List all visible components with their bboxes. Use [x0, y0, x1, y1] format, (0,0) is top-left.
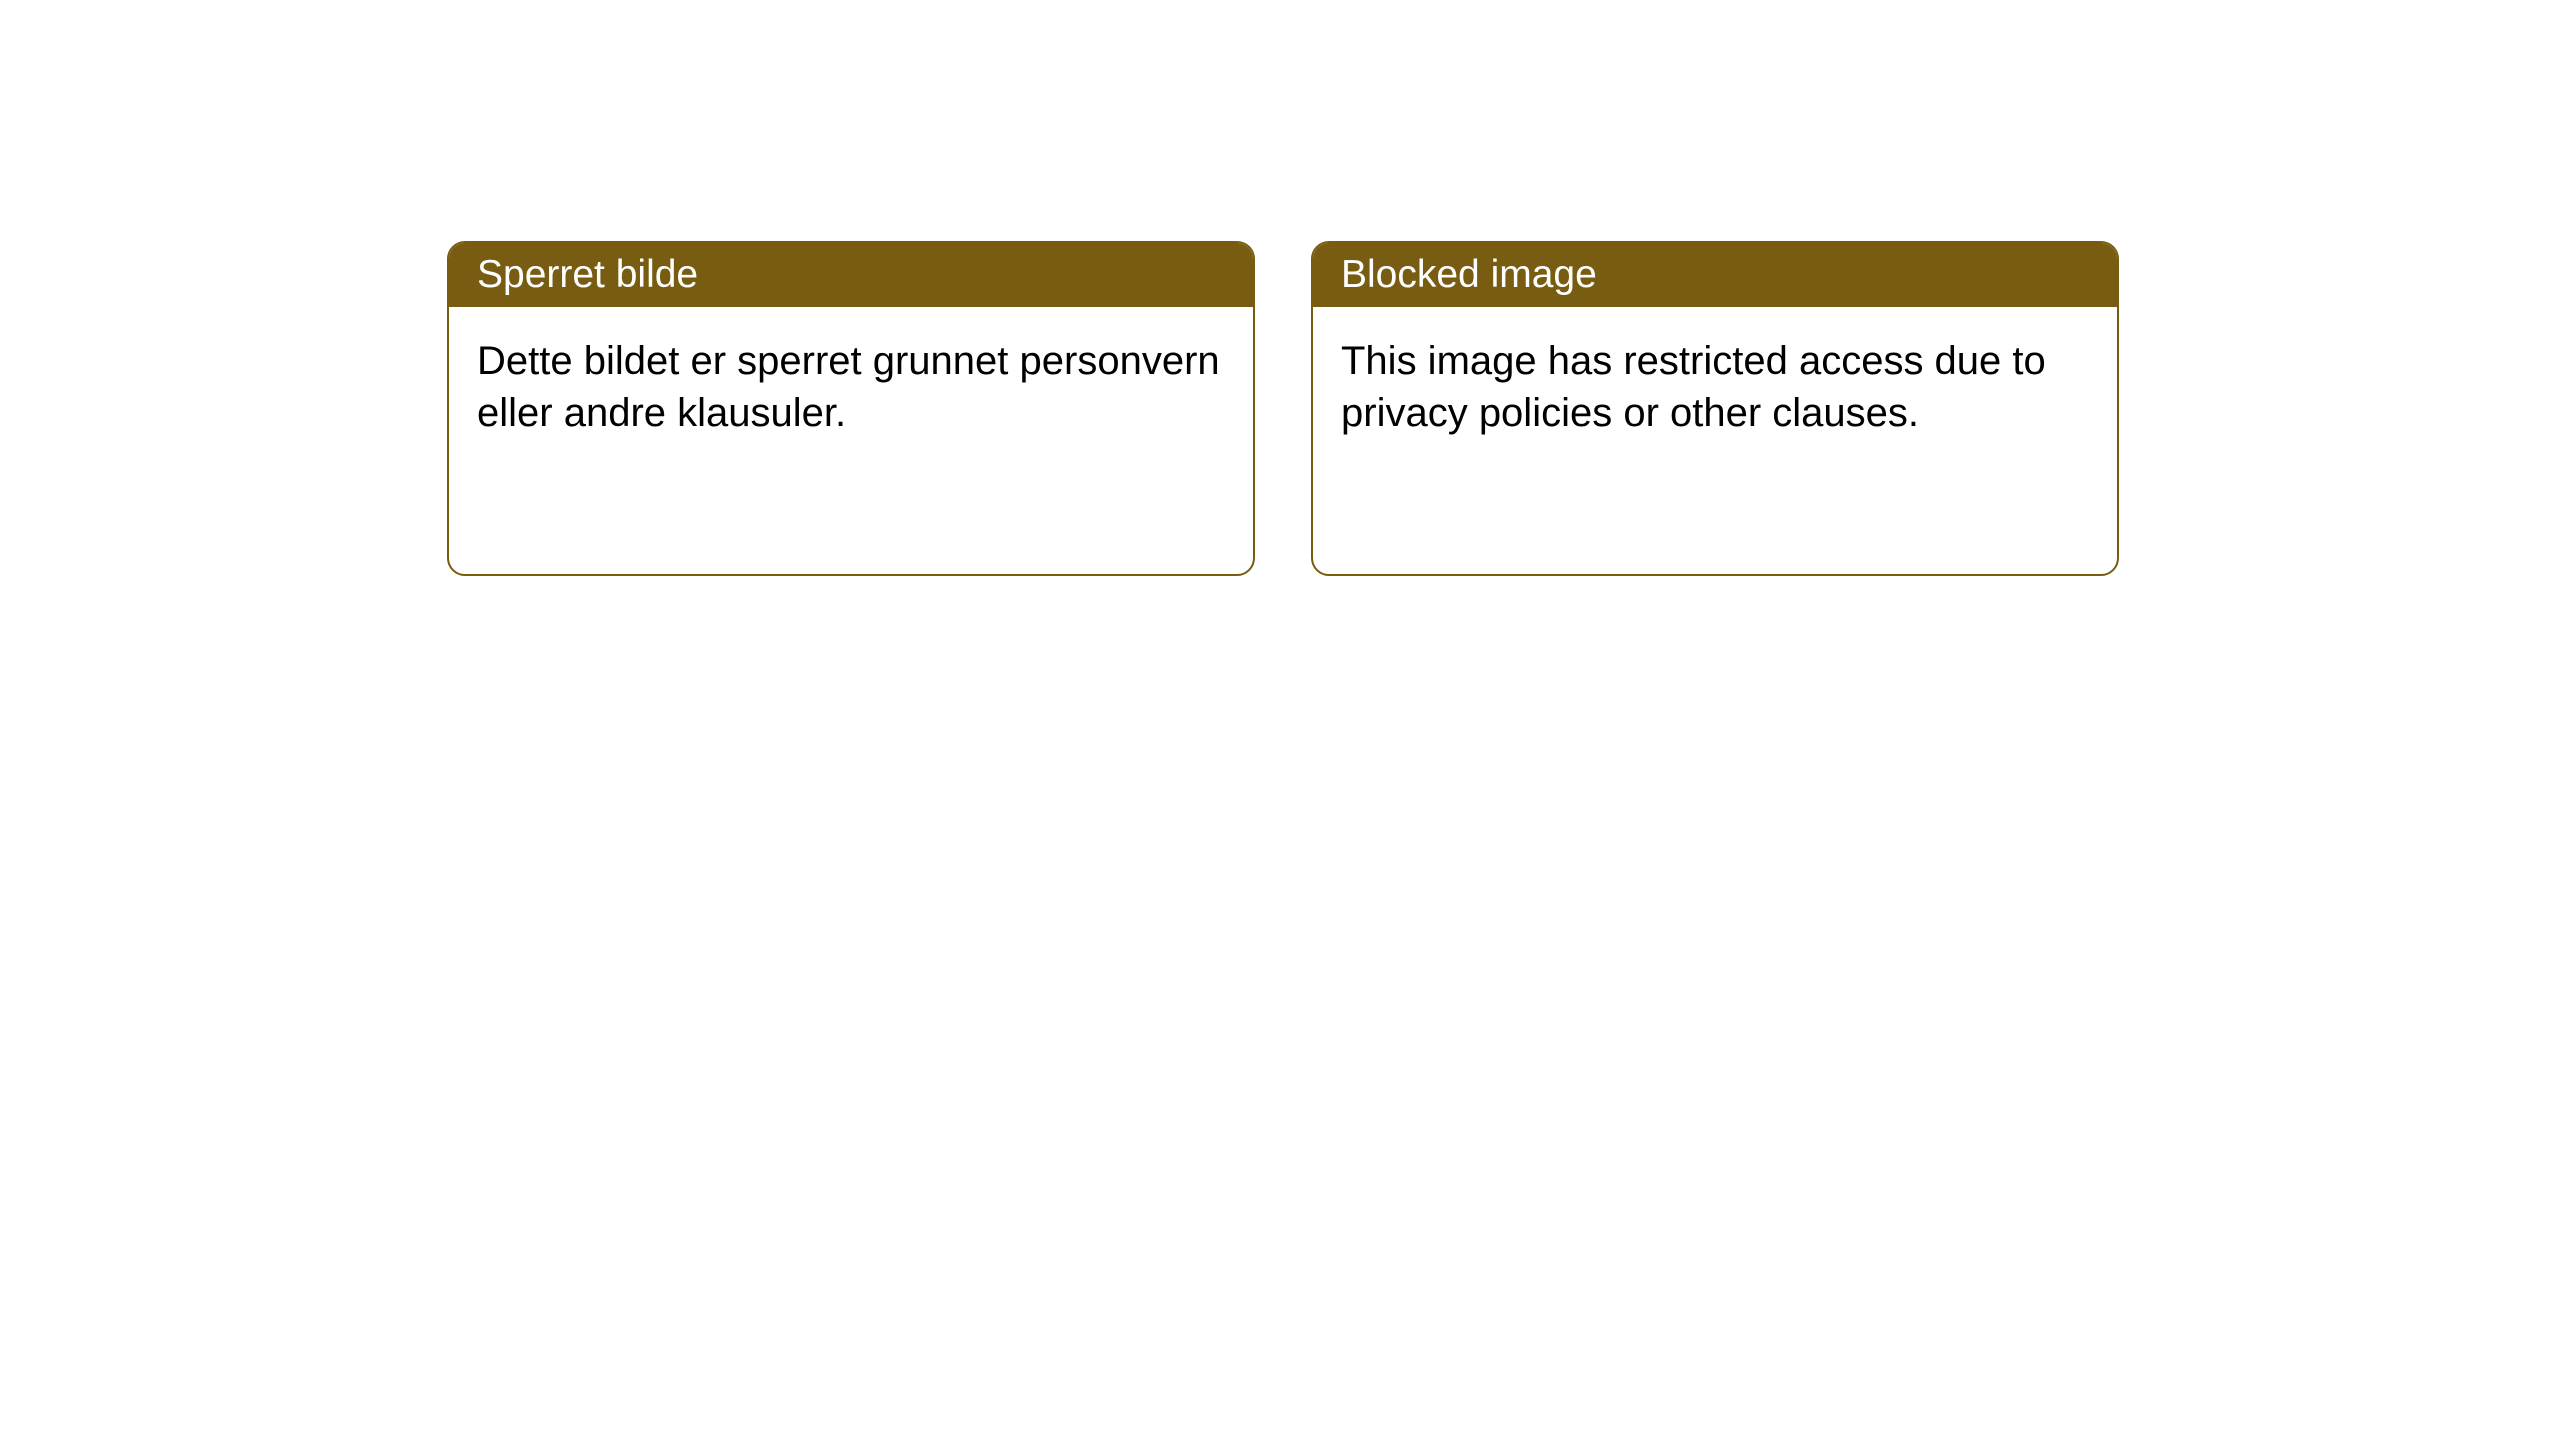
- notice-header: Sperret bilde: [449, 243, 1253, 307]
- notice-message: Dette bildet er sperret grunnet personve…: [477, 339, 1220, 435]
- notice-container: Sperret bilde Dette bildet er sperret gr…: [0, 0, 2560, 576]
- notice-title: Blocked image: [1341, 253, 1597, 296]
- notice-message: This image has restricted access due to …: [1341, 339, 2046, 435]
- notice-title: Sperret bilde: [477, 253, 698, 296]
- notice-body: This image has restricted access due to …: [1313, 307, 2117, 467]
- notice-header: Blocked image: [1313, 243, 2117, 307]
- notice-card-english: Blocked image This image has restricted …: [1311, 241, 2119, 576]
- notice-body: Dette bildet er sperret grunnet personve…: [449, 307, 1253, 467]
- notice-card-norwegian: Sperret bilde Dette bildet er sperret gr…: [447, 241, 1255, 576]
